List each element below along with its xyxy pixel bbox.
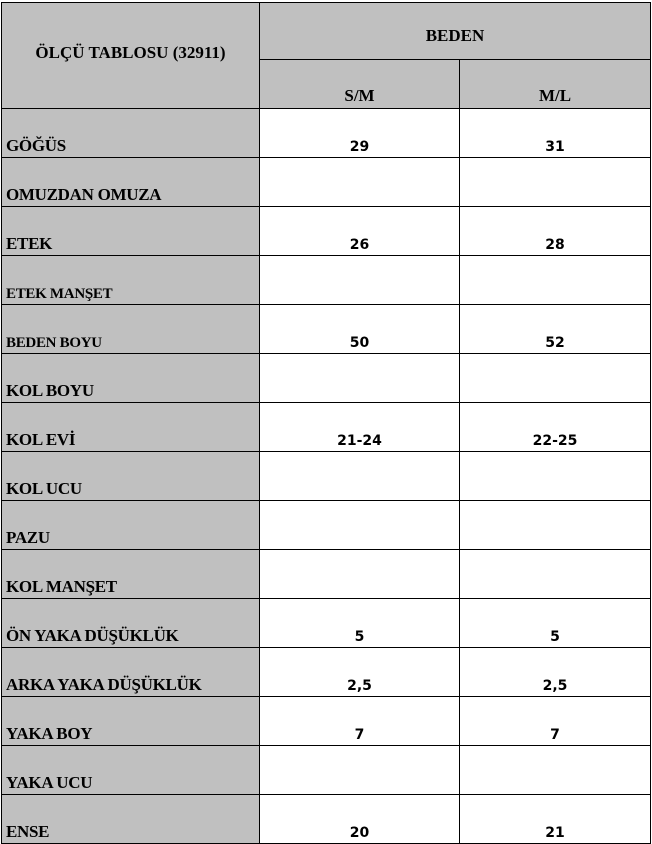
value-ml: [458, 353, 652, 403]
value-ml: 21: [458, 794, 652, 844]
table-row: KOL MANŞET: [1, 549, 652, 599]
row-label: ETEK: [1, 206, 260, 256]
table-row: BEDEN BOYU 50 52: [1, 304, 652, 354]
row-label: ARKA YAKA DÜŞÜKLÜK: [1, 647, 260, 697]
table-row: ETEK MANŞET: [1, 255, 652, 305]
row-label: KOL EVİ: [1, 402, 260, 452]
table-row: ÖN YAKA DÜŞÜKLÜK 5 5: [1, 598, 652, 648]
value-ml: [458, 745, 652, 795]
size-header-ml: M/L: [458, 59, 652, 109]
table-row: OMUZDAN OMUZA: [1, 157, 652, 207]
value-sm: 29: [259, 108, 460, 158]
row-label: KOL MANŞET: [1, 549, 260, 599]
value-ml: 28: [458, 206, 652, 256]
size-header-sm: S/M: [259, 59, 460, 109]
value-ml: 31: [458, 108, 652, 158]
row-label: ENSE: [1, 794, 260, 844]
value-sm: [259, 500, 460, 550]
value-sm: [259, 353, 460, 403]
value-sm: 26: [259, 206, 460, 256]
value-ml: 7: [458, 696, 652, 746]
row-label: ETEK MANŞET: [1, 255, 260, 305]
row-label: KOL UCU: [1, 451, 260, 501]
value-sm: 20: [259, 794, 460, 844]
table-row: YAKA BOY 7 7: [1, 696, 652, 746]
row-label: PAZU: [1, 500, 260, 550]
value-ml: [458, 255, 652, 305]
row-label: GÖĞÜS: [1, 108, 260, 158]
table-row: ETEK 26 28: [1, 206, 652, 256]
value-sm: 5: [259, 598, 460, 648]
value-sm: 50: [259, 304, 460, 354]
value-sm: 21-24: [259, 402, 460, 452]
table-row: KOL EVİ 21-24 22-25: [1, 402, 652, 452]
value-sm: [259, 549, 460, 599]
value-ml: [458, 157, 652, 207]
size-group-header: BEDEN: [258, 2, 652, 60]
value-ml: [458, 451, 652, 501]
value-sm: 7: [259, 696, 460, 746]
value-ml: 52: [458, 304, 652, 354]
value-sm: [259, 451, 460, 501]
table-row: KOL UCU: [1, 451, 652, 501]
row-label: KOL BOYU: [1, 353, 260, 403]
table-title: ÖLÇÜ TABLOSU (32911): [1, 2, 260, 109]
table-row: KOL BOYU: [1, 353, 652, 403]
table-row: YAKA UCU: [1, 745, 652, 795]
value-sm: [259, 745, 460, 795]
row-label: YAKA UCU: [1, 745, 260, 795]
table-row: GÖĞÜS 29 31: [1, 108, 652, 158]
value-ml: 5: [458, 598, 652, 648]
value-sm: [259, 255, 460, 305]
table-row: ENSE 20 21: [1, 794, 652, 844]
row-label: BEDEN BOYU: [1, 304, 260, 354]
value-sm: 2,5: [259, 647, 460, 697]
table-row: PAZU: [1, 500, 652, 550]
value-ml: 2,5: [458, 647, 652, 697]
value-ml: 22-25: [458, 402, 652, 452]
value-ml: [458, 500, 652, 550]
table-row: ARKA YAKA DÜŞÜKLÜK 2,5 2,5: [1, 647, 652, 697]
value-ml: [458, 549, 652, 599]
row-label: ÖN YAKA DÜŞÜKLÜK: [1, 598, 260, 648]
row-label: YAKA BOY: [1, 696, 260, 746]
value-sm: [259, 157, 460, 207]
row-label: OMUZDAN OMUZA: [1, 157, 260, 207]
